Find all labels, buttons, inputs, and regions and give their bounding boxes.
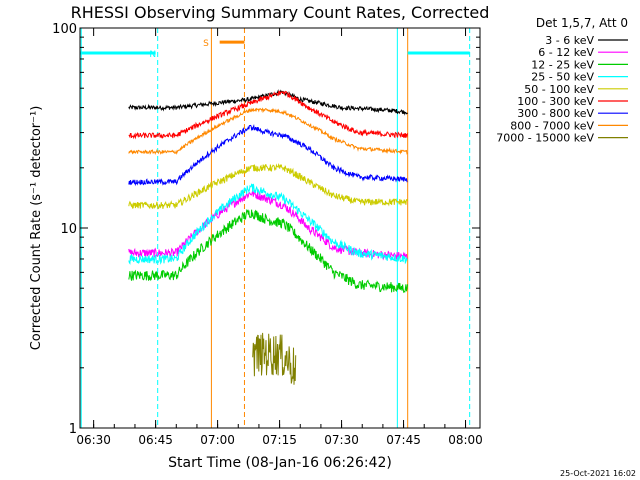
chart-title: RHESSI Observing Summary Count Rates, Co…	[71, 3, 490, 22]
x-tick-label: 08:00	[448, 433, 483, 447]
plot-frame	[79, 27, 481, 429]
series-line-5	[128, 90, 408, 140]
legend-label-8: 7000 - 15000 keV	[496, 132, 594, 145]
series-line-7	[128, 107, 408, 156]
series-line-4	[128, 163, 408, 210]
x-tick-label: 06:30	[76, 433, 111, 447]
legend-label-7: 800 - 7000 keV	[510, 119, 594, 132]
x-axis-label: Start Time (08-Jan-16 06:26:42)	[168, 455, 392, 471]
series-line-0	[128, 89, 408, 116]
y-tick-label: 100	[52, 22, 77, 37]
legend-label-4: 50 - 100 keV	[524, 83, 594, 96]
x-tick-label: 07:45	[386, 433, 421, 447]
annotation-s: S	[203, 39, 209, 49]
legend-label-3: 25 - 50 keV	[531, 71, 594, 84]
x-tick-label: 07:30	[324, 433, 359, 447]
footer-date: 25-Oct-2021 16:02	[560, 469, 636, 478]
legend-label-1: 6 - 12 keV	[538, 46, 594, 59]
legend-label-5: 100 - 300 keV	[517, 95, 594, 108]
legend-label-0: 3 - 6 keV	[545, 34, 594, 47]
series-line-2	[128, 208, 408, 294]
series-line-8	[252, 332, 297, 385]
x-tick-label: 07:00	[200, 433, 235, 447]
y-tick-label: 1	[69, 422, 77, 437]
x-tick-label: 07:15	[262, 433, 297, 447]
x-tick-label: 06:45	[138, 433, 173, 447]
annotation-n: N	[149, 50, 156, 60]
series-line-6	[128, 123, 408, 187]
y-axis-label: Corrected Count Rate (s⁻¹ detector⁻¹)	[29, 106, 44, 351]
y-tick-label: 10	[60, 222, 77, 237]
legend-label-2: 12 - 25 keV	[531, 58, 594, 71]
legend-label-6: 300 - 800 keV	[517, 107, 594, 120]
legend-title: Det 1,5,7, Att 0	[536, 16, 628, 30]
series-line-3	[128, 183, 408, 265]
